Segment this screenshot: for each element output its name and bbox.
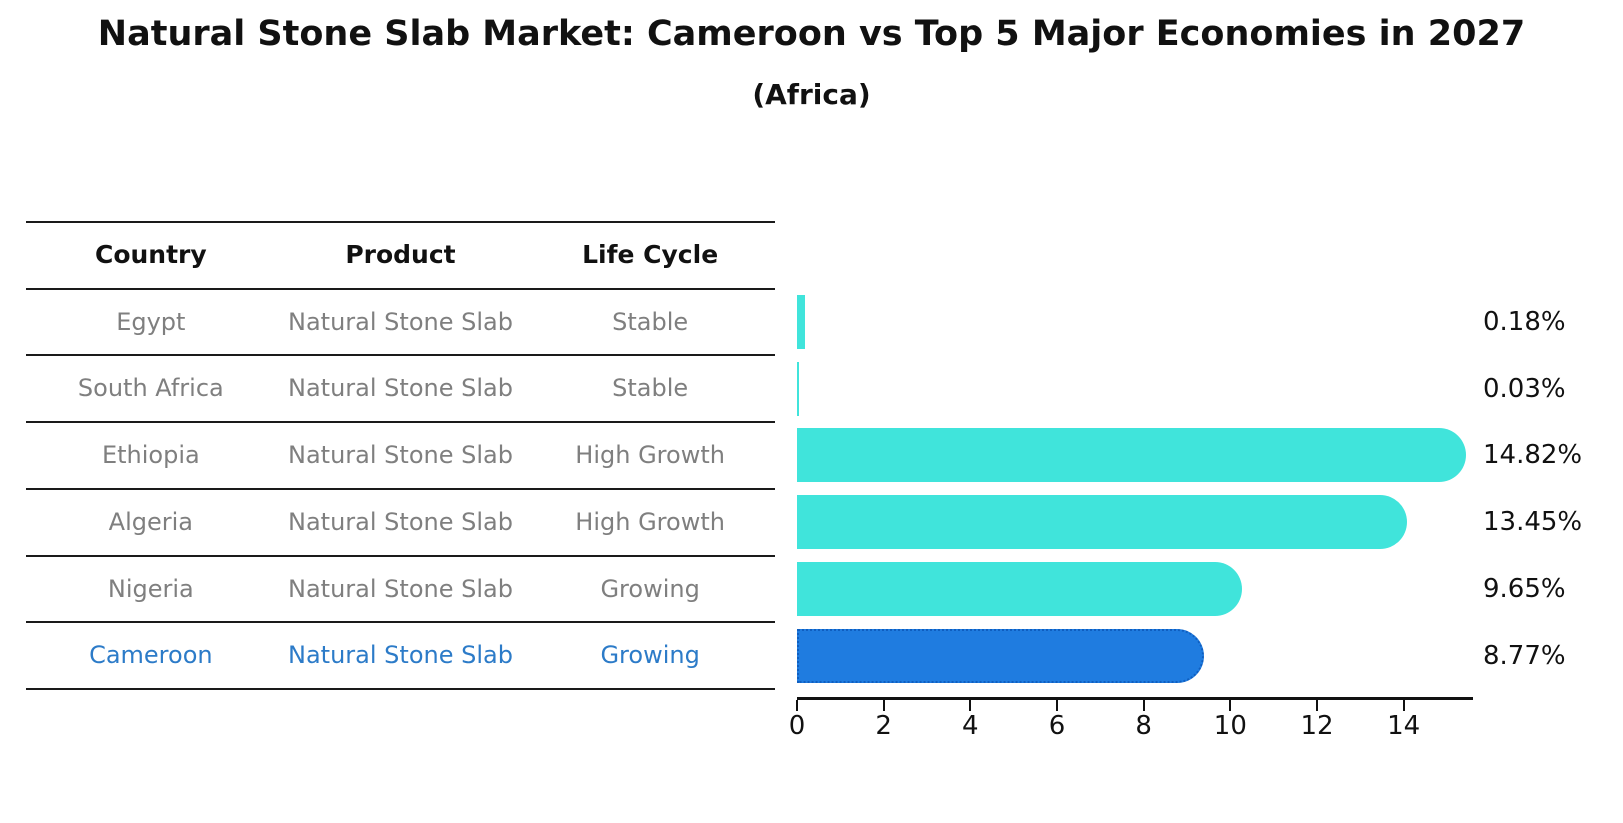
bar-algeria [797,495,1407,550]
table-header-country: Country [94,240,207,269]
x-axis-tick-label: 8 [1135,711,1152,741]
product-cell: Natural Stone Slab [288,641,513,670]
table-grid-line [26,621,775,624]
x-axis-tick [882,700,885,711]
bar-egypt [797,295,805,350]
life-cycle-cell: High Growth [575,507,725,536]
table-header-life-cycle: Life Cycle [582,240,719,269]
table-grid-line [26,554,775,557]
x-axis-tick-label: 12 [1300,711,1334,741]
country-cell: Egypt [116,307,186,336]
country-cell: South Africa [77,374,224,403]
table-row: Egypt Natural Stone Slab Stable [26,289,775,355]
bar-ethiopia [797,428,1467,483]
table-grid-line [26,487,775,490]
life-cycle-cell: High Growth [575,441,725,470]
x-axis-tick [1142,700,1145,711]
bar-value-label: 13.45% [1483,507,1583,538]
table-grid-line [26,421,775,424]
bar-south-africa [797,361,799,416]
bar-value-label: 9.65% [1483,573,1566,604]
x-axis-tick-label: 4 [962,711,979,741]
table-row: South Africa Natural Stone Slab Stable [26,355,775,421]
country-cell: Ethiopia [101,441,200,470]
table-header-row: Country Product Life Cycle [26,222,775,288]
x-axis-tick-label: 14 [1387,711,1421,741]
chart-subtitle: (Africa) [752,78,871,111]
x-axis-tick [1316,700,1318,711]
table-grid-line [26,354,775,357]
table-grid-line [26,287,775,290]
bar-value-label: 0.18% [1483,307,1566,338]
product-cell: Natural Stone Slab [288,374,513,403]
chart-title: Natural Stone Slab Market: Cameroon vs T… [97,14,1526,54]
x-axis-tick [1229,700,1232,711]
bar-nigeria [797,561,1243,616]
life-cycle-cell: Growing [600,641,700,670]
table-row: Algeria Natural Stone Slab High Growth [26,489,775,555]
bar-cameroon [797,628,1205,683]
x-axis-tick-label: 2 [875,711,892,741]
table-grid-line [26,687,775,690]
life-cycle-cell: Growing [600,574,700,603]
x-axis-tick [796,700,798,711]
table-row: Cameroon Natural Stone Slab Growing [26,622,775,688]
table-grid-line [26,221,775,223]
product-cell: Natural Stone Slab [288,574,513,603]
x-axis-tick-label: 0 [788,711,806,741]
life-cycle-cell: Stable [612,374,689,403]
x-axis-line [797,697,1473,700]
bar-value-label: 8.77% [1483,640,1566,671]
bar-value-label: 0.03% [1483,373,1566,404]
life-cycle-cell: Stable [612,307,689,336]
table-row: Nigeria Natural Stone Slab Growing [26,556,775,622]
x-axis-tick-label: 10 [1213,711,1247,741]
table-header-product: Product [345,240,456,269]
table-row: Ethiopia Natural Stone Slab High Growth [26,422,775,488]
country-cell: Nigeria [107,574,194,603]
country-cell: Cameroon [89,641,213,670]
x-axis-tick [1402,700,1405,711]
bar-value-label: 14.82% [1483,440,1583,471]
x-axis-tick [969,700,972,711]
product-cell: Natural Stone Slab [288,307,513,336]
product-cell: Natural Stone Slab [288,507,513,536]
product-cell: Natural Stone Slab [288,441,513,470]
country-cell: Algeria [108,507,193,536]
x-axis-tick [1056,700,1058,711]
x-axis-tick-label: 6 [1048,711,1066,741]
